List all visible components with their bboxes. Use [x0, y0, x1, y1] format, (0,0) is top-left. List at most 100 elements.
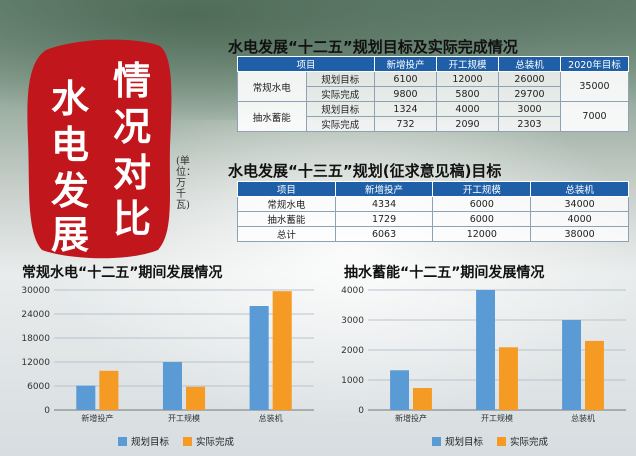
bar-planned [76, 385, 96, 410]
table-cell: 9800 [374, 86, 437, 102]
seal-char: 电 [51, 122, 89, 167]
seal-char: 展 [51, 212, 89, 257]
y-tick-label: 12000 [21, 358, 50, 368]
legend-swatch-planned [118, 436, 127, 446]
table-cell: 38000 [530, 226, 629, 242]
seal-char: 比 [113, 196, 151, 241]
table-cell: 2090 [436, 116, 499, 132]
table1-title: 水电发展“十二五”规划目标及实际完成情况 [228, 38, 518, 56]
table-row: 抽水蓄能 1729 6000 4000 [237, 211, 629, 227]
legend-label-planned: 规划目标 [131, 437, 170, 448]
table-row: 常规水电 规划目标 6100 12000 26000 35000 [237, 71, 629, 102]
table2-header-new: 新增投产 [334, 181, 434, 197]
bar-actual [413, 388, 432, 410]
table2-header-item: 项目 [237, 181, 336, 197]
table-cell: 34000 [530, 196, 629, 212]
bar-actual [272, 291, 292, 410]
table-cell: 1324 [374, 101, 437, 117]
chart1-plot: 0 6000 12000 18000 24000 30000 新增投产 开工规模 总装机 [21, 286, 314, 423]
table2-header-start: 开工规模 [432, 181, 532, 197]
table2-header-total: 总装机 [530, 181, 629, 197]
legend-swatch-actual [183, 436, 193, 446]
table-cell: 6000 [432, 196, 532, 212]
table-cell: 6063 [334, 226, 434, 242]
table-cell: 6100 [374, 71, 437, 87]
table-cell: 26000 [498, 71, 561, 87]
legend-label-planned: 规划目标 [445, 437, 484, 448]
y-tick-label: 3000 [341, 316, 364, 326]
table-cell: 抽水蓄能 [237, 211, 336, 227]
table-cell: 常规水电 [237, 71, 307, 102]
y-tick-label: 18000 [21, 334, 50, 344]
table-cell: 12000 [432, 226, 532, 242]
table-row: 抽水蓄能 规划目标 1324 4000 3000 7000 [237, 101, 629, 132]
table-cell: 4000 [530, 211, 629, 227]
table-cell: 732 [374, 116, 437, 132]
table1-header-start: 开工规模 [436, 56, 499, 72]
table-cell: 5800 [436, 86, 499, 102]
bar-planned [390, 370, 409, 410]
table-cell: 7000 [560, 101, 629, 132]
table-cell: 常规水电 [237, 196, 336, 212]
legend-label-actual: 实际完成 [196, 437, 235, 448]
chart1-title: 常规水电“十二五”期间发展情况 [22, 265, 223, 281]
table1-header-2020: 2020年目标 [560, 56, 629, 72]
y-tick-label: 24000 [21, 310, 50, 320]
table-cell: 29700 [498, 86, 561, 102]
table-cell: 12000 [436, 71, 499, 87]
table2-title: 水电发展“十三五”规划(征求意见稿)目标 [228, 162, 502, 180]
table-cell: 抽水蓄能 [237, 101, 307, 132]
table-row: 常规水电 4334 6000 34000 [237, 196, 629, 212]
table-row: 总计 6063 12000 38000 [237, 226, 629, 242]
table-cell: 3000 [498, 101, 561, 117]
table1-header-item: 项目 [237, 56, 375, 72]
y-tick-label: 0 [358, 406, 364, 416]
bar-planned [249, 306, 269, 410]
y-tick-label: 0 [44, 406, 50, 416]
bar-actual [499, 347, 518, 410]
table-cell: 实际完成 [305, 116, 375, 132]
y-tick-label: 1000 [341, 376, 364, 386]
table1: 项目 新增投产 开工规模 总装机 2020年目标 常规水电 规划目标 6100 … [237, 56, 629, 132]
bar-actual [186, 386, 206, 410]
table-cell: 规划目标 [305, 71, 375, 87]
bar-planned [476, 290, 495, 410]
bar-planned [162, 362, 182, 410]
seal-char: 对 [113, 150, 151, 195]
legend-label-actual: 实际完成 [510, 437, 549, 448]
chart2-plot: 0 1000 2000 3000 4000 新增投产 开工规模 总装机 [341, 286, 626, 423]
chart2-title: 抽水蓄能“十二五”期间发展情况 [344, 265, 545, 281]
bar-actual [99, 370, 119, 410]
table-cell: 规划目标 [305, 101, 375, 117]
chart1-legend: 规划目标 实际完成 [118, 434, 234, 448]
legend-swatch-planned [432, 436, 441, 446]
table1-header-new: 新增投产 [374, 56, 437, 72]
table-cell: 4334 [334, 196, 434, 212]
seal-char: 水 [51, 76, 90, 121]
table-cell: 总计 [237, 226, 336, 242]
y-tick-label: 6000 [27, 382, 50, 392]
y-tick-label: 2000 [341, 346, 364, 356]
chart2-legend: 规划目标 实际完成 [432, 434, 548, 448]
table1-header-row: 项目 新增投产 开工规模 总装机 2020年目标 [237, 56, 629, 72]
table1-header-total: 总装机 [498, 56, 561, 72]
table-cell: 6000 [432, 211, 532, 227]
bar-actual [585, 340, 604, 410]
x-tick-label: 开工规模 [481, 413, 513, 423]
y-tick-label: 30000 [21, 286, 50, 296]
seal-char: 情 [113, 58, 151, 103]
seal-char: 发 [51, 168, 89, 213]
table-cell: 实际完成 [305, 86, 375, 102]
bar-planned [562, 320, 581, 410]
table2: 项目 新增投产 开工规模 总装机 常规水电 4334 6000 34000 抽水… [237, 181, 629, 242]
table-cell: 35000 [560, 71, 629, 102]
table-cell: 4000 [436, 101, 499, 117]
seal-logo: 情 况 对 比 水 电 发 展 [27, 39, 172, 259]
unit-note: (单位：万千瓦) [176, 156, 196, 211]
x-tick-label: 总装机 [571, 413, 595, 423]
table-cell: 1729 [334, 211, 434, 227]
table-cell: 2303 [498, 116, 561, 132]
table2-header-row: 项目 新增投产 开工规模 总装机 [237, 181, 629, 197]
x-tick-label: 总装机 [259, 413, 283, 423]
legend-swatch-actual [497, 436, 507, 446]
